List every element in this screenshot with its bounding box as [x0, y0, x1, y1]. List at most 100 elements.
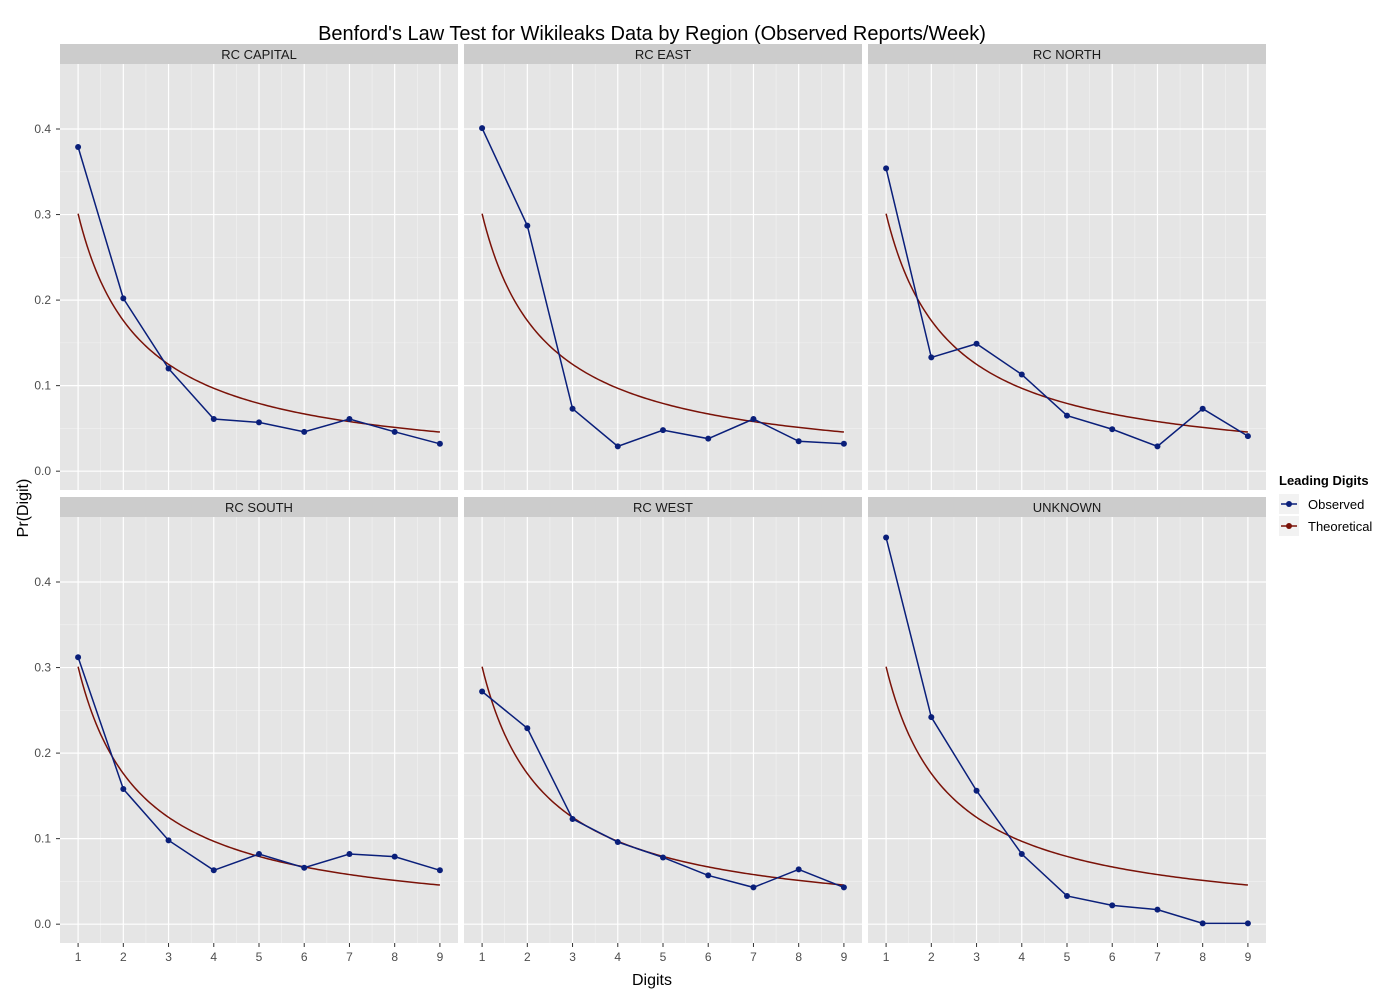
- observed-point: [1154, 443, 1161, 450]
- legend-label-theoretical: Theoretical: [1308, 519, 1372, 534]
- x-tick-label: 7: [346, 950, 353, 964]
- observed-point: [479, 125, 486, 132]
- observed-point: [1199, 920, 1206, 927]
- x-tick-label: 8: [795, 950, 802, 964]
- observed-point: [165, 837, 172, 844]
- x-tick-label: 6: [301, 950, 308, 964]
- y-tick-label: 0.2: [34, 746, 51, 760]
- x-tick-label: 1: [75, 950, 82, 964]
- observed-point: [1064, 892, 1070, 899]
- panel-strip-label: UNKNOWN: [1033, 500, 1102, 515]
- observed-point: [840, 884, 847, 891]
- panel-strip-label: RC WEST: [633, 500, 693, 515]
- x-tick-label: 9: [1245, 950, 1252, 964]
- x-tick-label: 7: [750, 950, 757, 964]
- observed-point: [705, 872, 712, 879]
- observed-point: [391, 853, 398, 860]
- y-tick-label: 0.1: [34, 832, 51, 846]
- observed-point: [614, 443, 621, 450]
- x-tick-label: 9: [437, 950, 444, 964]
- legend-title: Leading Digits: [1279, 473, 1369, 488]
- x-tick-label: 5: [256, 950, 263, 964]
- observed-point: [479, 688, 486, 695]
- y-tick-label: 0.0: [34, 917, 51, 931]
- observed-point: [928, 354, 935, 361]
- panel-strip-label: RC NORTH: [1033, 47, 1101, 62]
- observed-point: [1154, 906, 1161, 913]
- observed-point: [1244, 920, 1251, 927]
- observed-point: [705, 435, 712, 442]
- y-tick-label: 0.3: [34, 208, 51, 222]
- observed-point: [883, 534, 890, 541]
- observed-point: [436, 867, 443, 874]
- observed-point: [928, 714, 935, 721]
- observed-point: [1018, 371, 1025, 378]
- observed-point: [973, 787, 980, 794]
- observed-point: [301, 428, 308, 435]
- y-tick-label: 0.0: [34, 464, 51, 478]
- panel-rc-east: RC EAST: [464, 44, 862, 490]
- panel-strip: [60, 497, 458, 517]
- panel-strip: [464, 44, 862, 64]
- panel-strip-label: RC SOUTH: [225, 500, 293, 515]
- observed-point: [1109, 902, 1116, 909]
- observed-point: [1244, 433, 1251, 440]
- x-tick-label: 6: [705, 950, 712, 964]
- theoretical-curve: [77, 213, 440, 433]
- observed-point: [256, 419, 262, 426]
- legend-key-observed-dot: [1286, 501, 1292, 507]
- chart-title: Benford's Law Test for Wikileaks Data by…: [318, 23, 986, 45]
- y-axis-title: Pr(Digit): [15, 479, 32, 538]
- observed-point: [973, 340, 980, 347]
- legend: Leading Digits Observed Theoretical: [1279, 473, 1372, 536]
- x-tick-label: 1: [479, 950, 486, 964]
- observed-point: [120, 786, 127, 793]
- observed-point: [210, 867, 217, 874]
- y-tick-label: 0.4: [34, 575, 51, 589]
- x-tick-label: 1: [883, 950, 890, 964]
- observed-point: [75, 654, 82, 661]
- x-tick-label: 9: [841, 950, 848, 964]
- x-axis-title: Digits: [632, 972, 672, 989]
- panel-unknown: UNKNOWN 1 2 3 4 5 6 7 8 9: [868, 497, 1266, 964]
- observed-point: [436, 440, 443, 447]
- panel-strip: [868, 497, 1266, 517]
- observed-point: [750, 884, 757, 891]
- y-tick-label: 0.4: [34, 122, 51, 136]
- theoretical-curve: [885, 666, 1248, 886]
- x-tick-label: 5: [660, 950, 667, 964]
- observed-point: [524, 222, 531, 229]
- observed-point: [256, 851, 262, 858]
- panel-strip-label: RC EAST: [635, 47, 691, 62]
- legend-label-observed: Observed: [1308, 497, 1364, 512]
- panel-rc-west: RC WEST 1 2 3 4 5 6 7 8 9: [464, 497, 862, 964]
- x-tick-label: 4: [1018, 950, 1025, 964]
- observed-point: [346, 416, 353, 422]
- observed-point: [569, 405, 576, 412]
- observed-point: [75, 143, 82, 150]
- observed-point: [569, 815, 576, 822]
- panel-strip: [60, 44, 458, 64]
- observed-point: [120, 295, 127, 302]
- observed-point: [660, 854, 666, 861]
- panel-rc-south: RC SOUTH 0.0 0.1 0.2 0.3 0.4 1 2 3 4 5 6 7 8 9: [34, 497, 458, 964]
- theoretical-curve: [481, 213, 844, 433]
- panel-strip: [464, 497, 862, 517]
- x-tick-label: 4: [210, 950, 217, 964]
- observed-point: [614, 839, 621, 846]
- x-tick-label: 7: [1154, 950, 1161, 964]
- observed-point: [524, 725, 531, 732]
- y-tick-label: 0.2: [34, 293, 51, 307]
- observed-point: [1199, 405, 1206, 412]
- y-tick-label: 0.1: [34, 379, 51, 393]
- theoretical-curve: [885, 213, 1248, 433]
- x-tick-label: 2: [120, 950, 127, 964]
- panel-strip-label: RC CAPITAL: [221, 47, 297, 62]
- observed-point: [840, 440, 847, 447]
- observed-point: [301, 864, 308, 871]
- x-tick-label: 2: [524, 950, 531, 964]
- observed-point: [750, 416, 757, 422]
- y-tick-label: 0.3: [34, 661, 51, 675]
- observed-point: [883, 165, 890, 172]
